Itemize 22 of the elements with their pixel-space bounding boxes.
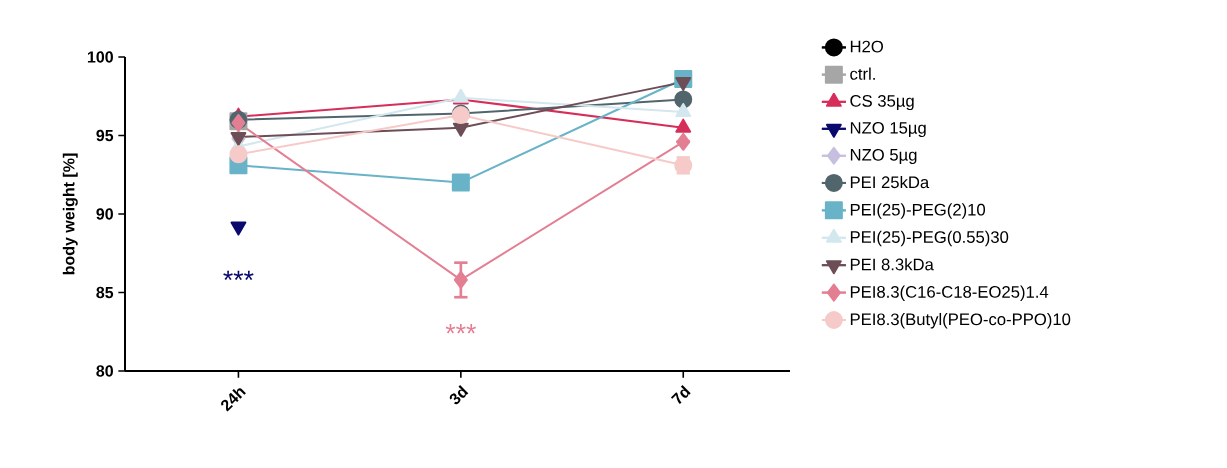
legend-label: PEI 25kDa	[850, 175, 930, 189]
legend-label: H2O	[850, 40, 884, 53]
legend-label: CS 35µg	[850, 95, 914, 111]
legend-label: PEI8.3(Butyl(PEO-co-PPO)10	[850, 312, 1071, 329]
legend-label: PEI(25)-PEG(0.55)30	[850, 230, 1009, 247]
y-tick-label: 90	[96, 208, 113, 220]
annotation: ***	[445, 324, 476, 334]
y-axis-title: body weight [%]	[62, 153, 78, 275]
legend-label: ctrl.	[850, 67, 875, 80]
x-tick-label: 3d	[449, 385, 469, 405]
legend-label: NZO 15µg	[850, 121, 926, 138]
legend-label: NZO 5µg	[850, 148, 917, 165]
y-tick-label: 100	[87, 51, 113, 63]
y-tick-label: 80	[96, 365, 113, 377]
x-tick-label: 24h	[221, 388, 246, 412]
x-tick-label: 7d	[670, 385, 691, 405]
legend-label: PEI(25)-PEG(2)10	[850, 203, 986, 219]
legend-label: PEI8.3(C16-C18-EO25)1.4	[850, 285, 1049, 302]
legend-label: PEI 8.3kDa	[850, 258, 934, 271]
annotation: ***	[223, 270, 254, 281]
y-tick-label: 85	[96, 286, 114, 299]
y-tick-label: 95	[96, 129, 114, 142]
